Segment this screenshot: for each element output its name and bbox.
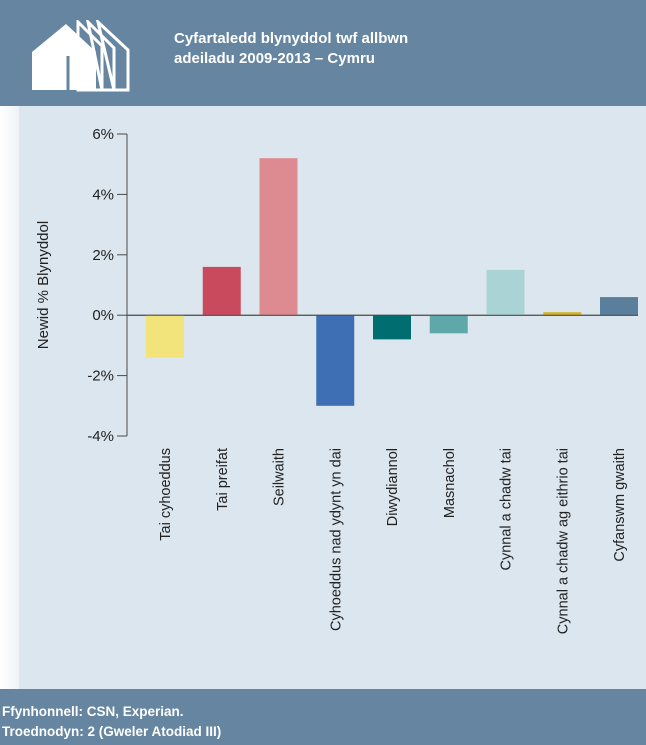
- panel-fade: [0, 106, 19, 689]
- bar: [373, 315, 411, 340]
- bar: [202, 266, 241, 316]
- y-tick-label: -2%: [87, 368, 114, 385]
- chart-title-line2: adeiladu 2009-2013 – Cymru: [174, 50, 375, 67]
- x-tick-label: Cynnal a chadw ag eithrio tai: [555, 448, 571, 634]
- footer-bar: Ffynhonnell: CSN, Experian. Troednodyn: …: [0, 689, 646, 745]
- bar: [146, 315, 184, 358]
- x-tick-label: Tai cyhoeddus: [158, 448, 174, 541]
- y-tick-label: 6%: [92, 126, 114, 143]
- bar: [429, 315, 468, 334]
- bar: [543, 312, 582, 316]
- y-tick-label: -4%: [87, 428, 114, 445]
- bar-chart: 6% 4% 2% 0% -2% -4% Newid % Blynyddol Tai cyhoe…: [35, 126, 638, 634]
- y-tick-label: 0%: [92, 307, 114, 324]
- x-tick-label: Diwydiannol: [385, 448, 401, 526]
- source-note: Ffynhonnell: CSN, Experian.: [2, 704, 184, 719]
- bar: [600, 297, 638, 316]
- chart-title-line1: Cyfartaledd blynyddol twf allbwn: [174, 30, 409, 47]
- y-tick-label: 4%: [92, 186, 114, 203]
- bar: [486, 269, 525, 316]
- header-bar: Cyfartaledd blynyddol twf allbwn adeilad…: [0, 0, 646, 106]
- x-tick-label: Seilwaith: [272, 448, 288, 506]
- x-tick-label: Masnachol: [442, 448, 458, 518]
- houses-icon: [32, 20, 130, 92]
- x-tick-label: Cyhoeddus nad ydynt yn dai: [328, 448, 344, 631]
- y-axis-label: Newid % Blynyddol: [35, 221, 52, 349]
- y-tick-label: 2%: [92, 247, 114, 264]
- bar: [316, 315, 355, 406]
- x-tick-label: Tai preifat: [215, 448, 231, 511]
- bar: [259, 158, 298, 316]
- x-tick-label: Cynnal a chadw tai: [499, 448, 515, 571]
- chart-title: Cyfartaledd blynyddol twf allbwn adeilad…: [174, 29, 408, 69]
- x-tick-label: Cyfanswm gwaith: [612, 448, 628, 562]
- footnote: Troednodyn: 2 (Gweler Atodiad III): [2, 724, 222, 739]
